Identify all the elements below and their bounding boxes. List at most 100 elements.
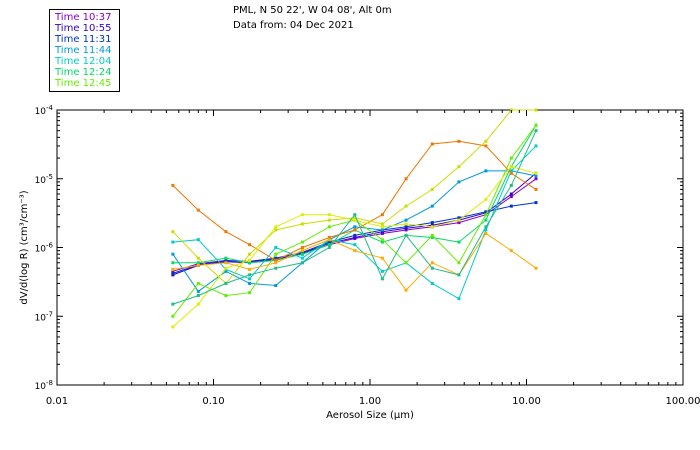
data-point	[327, 213, 331, 217]
data-point	[457, 240, 461, 244]
data-point	[224, 256, 228, 260]
data-point	[457, 261, 461, 265]
data-point	[404, 228, 408, 232]
data-point	[300, 256, 304, 260]
data-point	[457, 139, 461, 143]
data-point	[300, 246, 304, 249]
data-point	[327, 225, 331, 229]
data-point	[327, 246, 331, 249]
data-point	[300, 222, 304, 226]
data-point	[248, 258, 252, 262]
data-point	[171, 269, 175, 273]
data-point	[353, 249, 357, 253]
data-point	[274, 266, 278, 270]
legend-entry: Time 10:37	[55, 12, 112, 23]
data-point	[404, 204, 408, 208]
data-point	[196, 208, 200, 212]
data-point	[224, 281, 228, 285]
data-point	[274, 284, 278, 288]
data-point	[224, 269, 228, 273]
legend-entry: Time 11:31	[55, 34, 112, 45]
legend-entry: Time 12:04	[55, 56, 112, 67]
x-tick-label: 10.00	[512, 396, 541, 407]
data-point	[171, 261, 175, 265]
legend-entry: Time 10:55	[55, 23, 112, 34]
series-12	[171, 129, 538, 306]
data-point	[248, 291, 252, 295]
data-point	[534, 144, 538, 148]
x-tick-label: 0.01	[46, 396, 68, 407]
data-point	[327, 238, 331, 242]
data-point	[300, 240, 304, 244]
data-point	[380, 222, 384, 226]
data-point	[196, 261, 200, 265]
data-point	[274, 258, 278, 262]
data-point	[171, 183, 175, 187]
data-point	[404, 233, 408, 237]
data-point	[196, 289, 200, 293]
data-point	[380, 231, 384, 235]
data-point	[196, 294, 200, 298]
data-point	[196, 256, 200, 260]
data-point	[509, 195, 513, 199]
data-point	[274, 261, 278, 265]
data-point	[353, 235, 357, 239]
data-point	[430, 187, 434, 191]
legend: Time 10:37 Time 10:55 Time 11:31 Time 11:44…	[49, 9, 120, 92]
data-point	[274, 225, 278, 229]
data-point	[327, 243, 331, 247]
data-point	[509, 183, 513, 187]
data-point	[484, 144, 488, 148]
data-point	[248, 261, 252, 265]
data-point	[430, 204, 434, 208]
data-point	[353, 218, 357, 222]
data-point	[171, 267, 175, 271]
data-point	[534, 177, 538, 181]
data-point	[327, 235, 331, 239]
y-tick-label: 10-4	[35, 104, 54, 117]
series-10	[171, 108, 538, 285]
data-point	[404, 218, 408, 222]
data-point	[457, 297, 461, 301]
data-point	[353, 225, 357, 229]
data-point	[248, 277, 252, 281]
data-point	[430, 235, 434, 239]
data-point	[534, 108, 538, 112]
data-point	[457, 218, 461, 222]
data-point	[380, 277, 384, 281]
data-point	[224, 261, 228, 265]
data-point	[380, 269, 384, 273]
data-point	[534, 129, 538, 133]
data-point	[224, 266, 228, 270]
legend-entry: Time 12:24	[55, 67, 112, 78]
data-point	[430, 233, 434, 237]
data-point	[534, 266, 538, 270]
data-point	[457, 273, 461, 277]
data-point	[534, 174, 538, 178]
data-point	[300, 261, 304, 265]
data-point	[353, 233, 357, 237]
x-tick-label: 0.10	[202, 396, 224, 407]
data-point	[484, 210, 488, 214]
data-point	[171, 230, 175, 234]
data-point	[430, 221, 434, 225]
data-point	[404, 226, 408, 230]
data-point	[430, 281, 434, 285]
data-point	[300, 249, 304, 253]
data-point	[484, 169, 488, 173]
data-point	[196, 263, 200, 267]
x-tick-label: 1.00	[359, 396, 381, 407]
data-point	[248, 243, 252, 247]
data-point	[274, 256, 278, 260]
y-tick-label: 10-5	[35, 173, 53, 186]
data-point	[248, 252, 252, 256]
data-point	[484, 213, 488, 217]
data-point	[404, 225, 408, 229]
data-point	[430, 266, 434, 270]
data-point	[404, 288, 408, 292]
data-point	[404, 222, 408, 226]
data-point	[353, 216, 357, 220]
data-point	[509, 165, 513, 169]
data-point	[380, 225, 384, 229]
data-point	[224, 294, 228, 298]
